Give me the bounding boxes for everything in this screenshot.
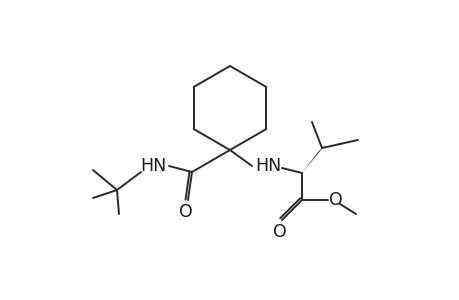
Text: O: O [179, 203, 192, 221]
Polygon shape [302, 144, 325, 173]
Text: HN: HN [140, 157, 166, 175]
Text: O: O [273, 223, 286, 241]
Text: O: O [328, 191, 342, 209]
Text: HN: HN [254, 157, 280, 175]
